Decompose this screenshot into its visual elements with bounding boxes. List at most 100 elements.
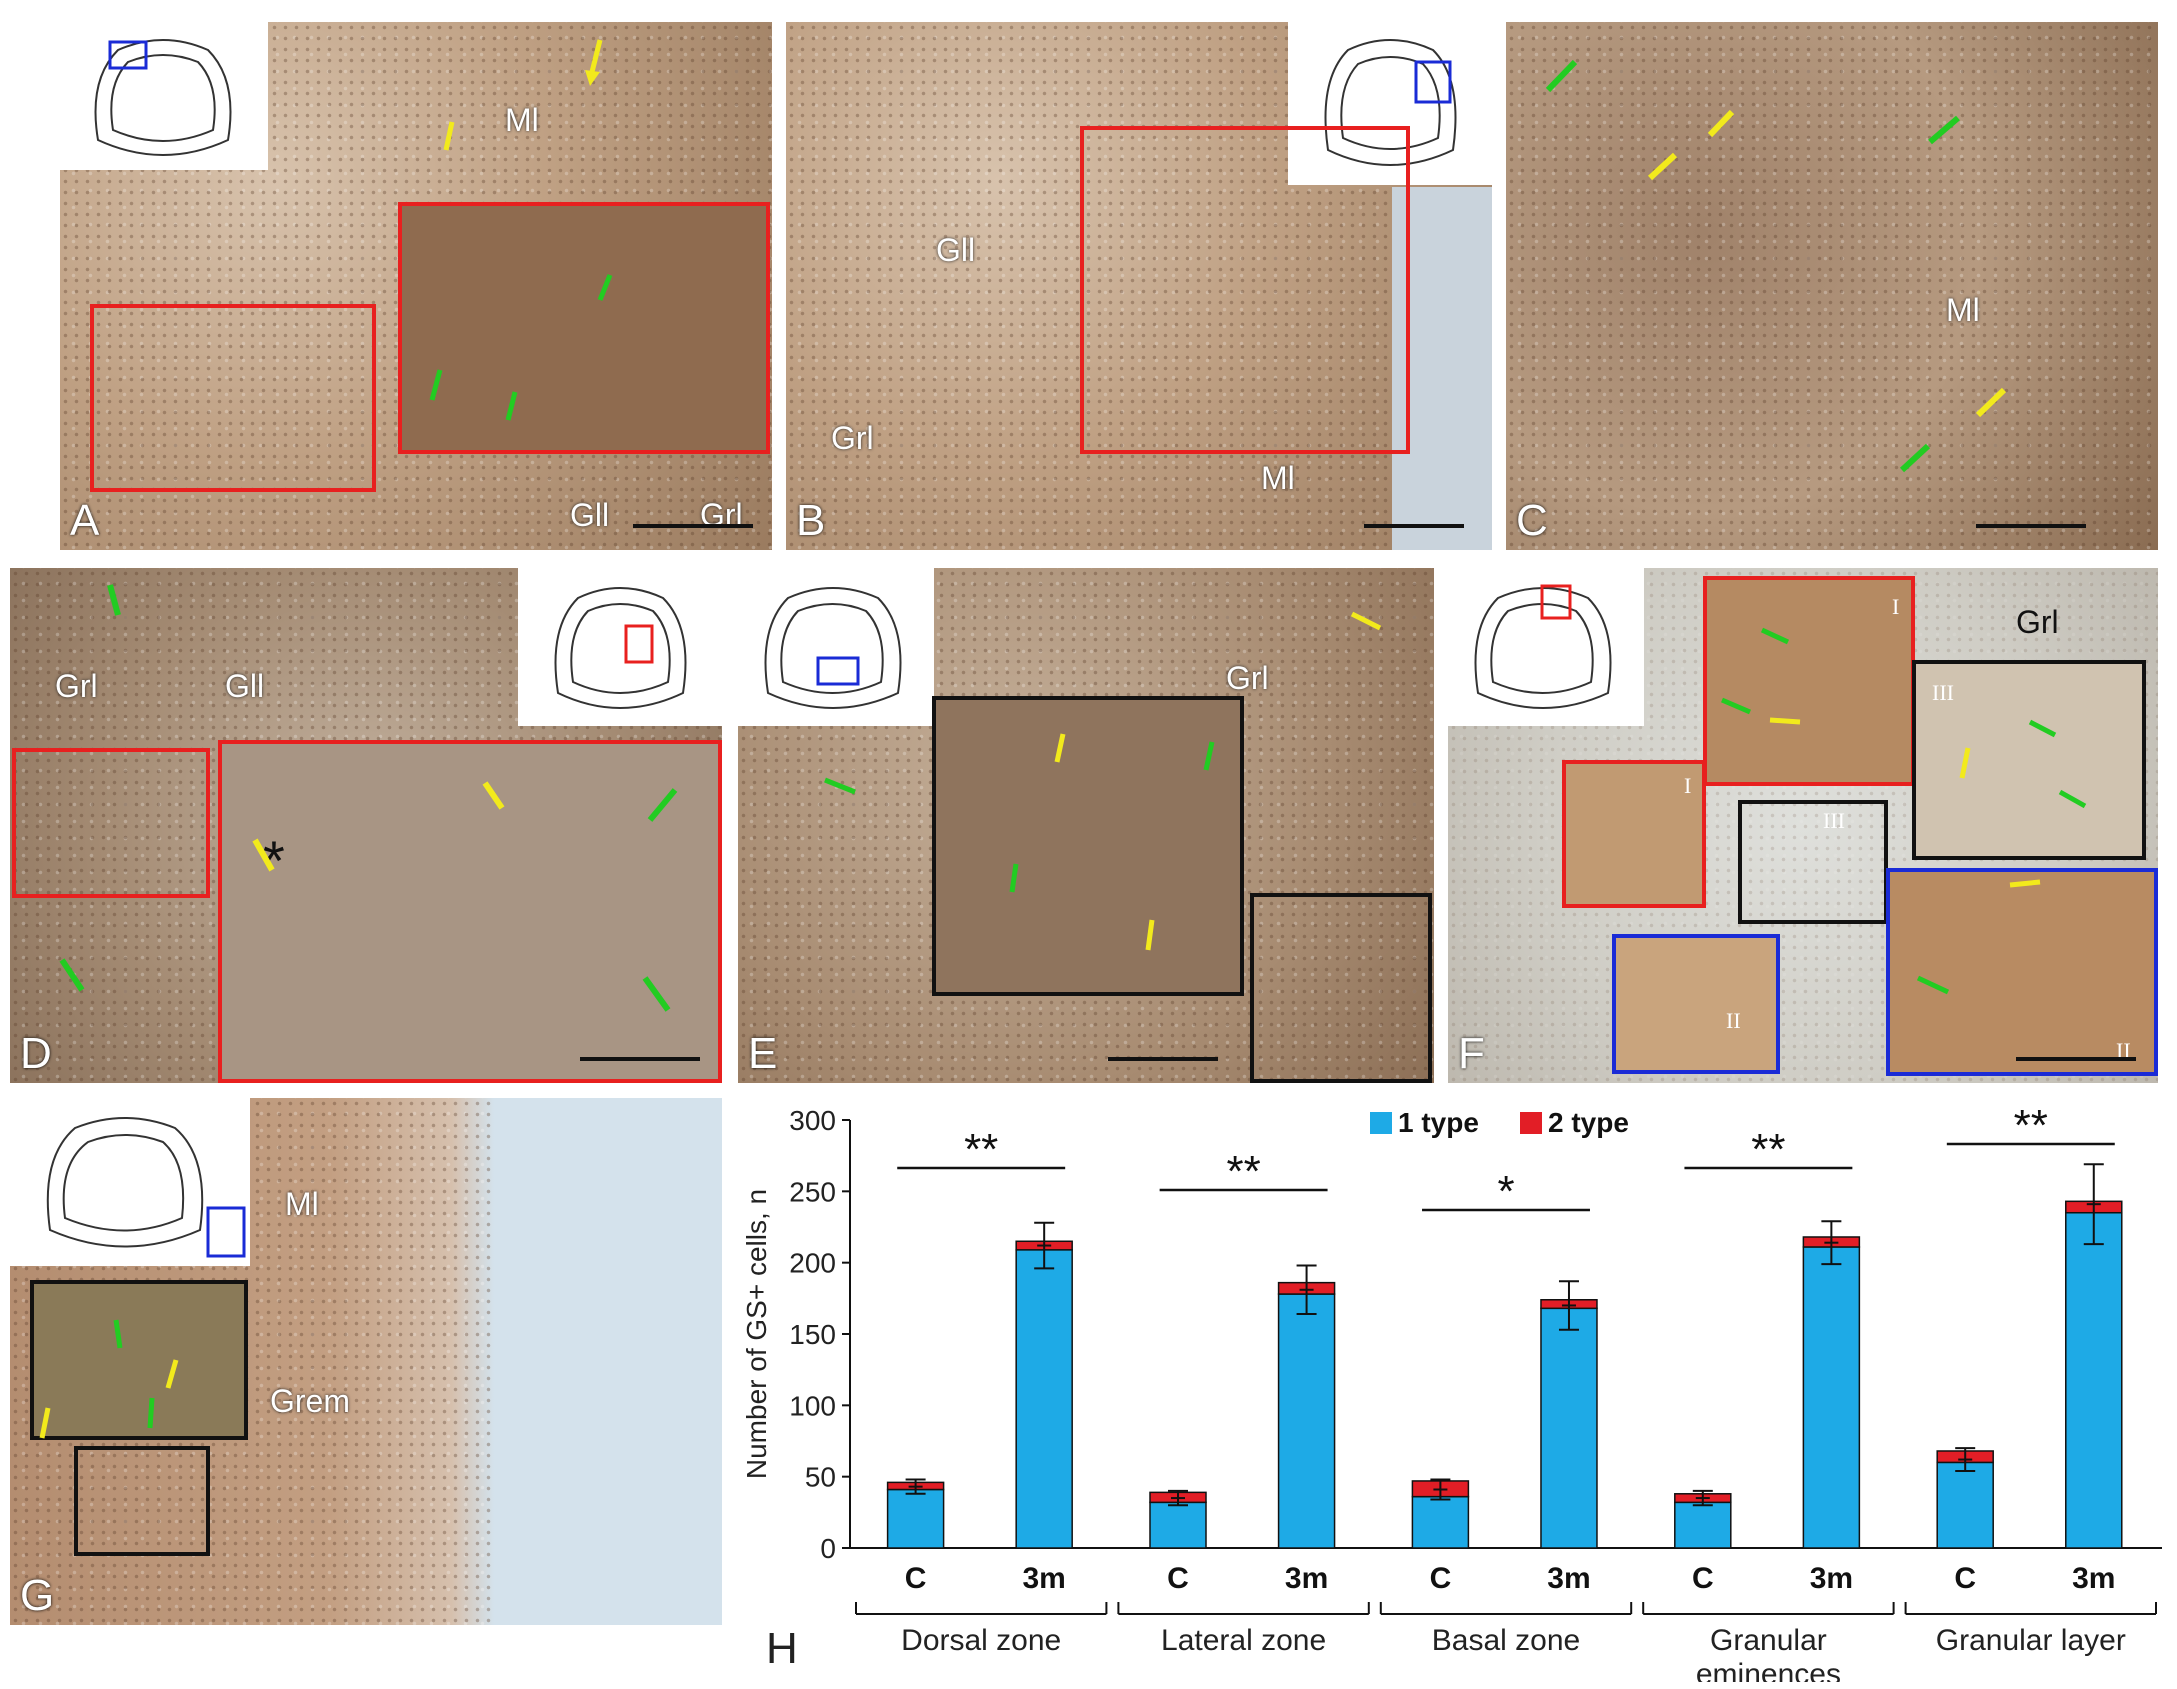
x-group-label: Dorsal zone <box>901 1624 1061 1657</box>
cord-outline-icon <box>1474 584 1612 709</box>
bar-type1 <box>1674 1501 1732 1549</box>
panel-label-g: G <box>20 1571 55 1620</box>
x-category-label: C <box>1692 1562 1714 1595</box>
roman-label-i: I <box>1684 773 1692 798</box>
y-tick-label: 300 <box>789 1105 836 1136</box>
scale-bar <box>1976 524 2086 528</box>
layer-label-gll: Gll <box>936 232 976 268</box>
red-inset-box <box>1562 760 1706 908</box>
x-group-label: eminences <box>1696 1658 1841 1682</box>
bar-chart: 0 50 100 150 200 250 300 Number of GS+ cells, n… <box>741 1101 2162 1689</box>
black-inset-box <box>1738 800 1888 924</box>
micrograph-panel-f: Grl I I III III II II F <box>1448 568 2158 1083</box>
cord-outline-icon <box>764 587 902 709</box>
micrograph-panel-g: Ml Grem G <box>10 1098 722 1625</box>
cord-outline-icon <box>46 1117 246 1258</box>
bar-type1 <box>1936 1461 1994 1549</box>
spinal-cord-schematic <box>60 22 268 170</box>
scale-bar <box>1108 1057 1218 1061</box>
panel-label-e: E <box>748 1029 778 1078</box>
y-tick-label: 150 <box>789 1319 836 1350</box>
red-enlarged-inset <box>1703 576 1915 786</box>
significance-stars: ** <box>964 1125 998 1174</box>
bar-type1 <box>1015 1249 1073 1549</box>
significance-stars: ** <box>1226 1147 1260 1196</box>
scale-bar <box>2016 1057 2136 1061</box>
x-category-label: 3m <box>2072 1562 2115 1595</box>
panel-label-c: C <box>1516 496 1548 545</box>
roman-label-ii: II <box>2116 1038 2131 1063</box>
cord-outline-icon <box>94 39 232 156</box>
panel-label-a: A <box>70 496 100 545</box>
micrograph-panel-a: Ml Gll Grl A <box>60 22 772 550</box>
panel-label-d: D <box>20 1029 52 1078</box>
y-tick-label: 250 <box>789 1176 836 1207</box>
micrograph-panel-e: Grl E <box>738 568 1434 1083</box>
bar-type1 <box>1540 1307 1598 1549</box>
roman-label-i: I <box>1892 594 1900 619</box>
black-inset-box <box>1250 893 1432 1083</box>
panel-label-b: B <box>796 496 826 545</box>
roman-label-iii: III <box>1932 680 1954 705</box>
legend-swatch-type1 <box>1370 1112 1392 1134</box>
roman-label-iii: III <box>1823 808 1845 833</box>
roman-label-ii: II <box>1726 1008 1741 1033</box>
blue-inset-box <box>1612 934 1780 1074</box>
red-inset-box <box>1080 126 1410 454</box>
layer-label-gll: Gll <box>570 497 610 533</box>
layer-label-grl: Grl <box>831 420 874 456</box>
significance-stars: * <box>1497 1167 1514 1216</box>
blue-enlarged-inset <box>1886 868 2158 1076</box>
bar-type1 <box>1149 1501 1207 1549</box>
cord-outline-icon <box>554 587 687 709</box>
x-group-label: Granular layer <box>1936 1624 2126 1657</box>
x-category-label: 3m <box>1547 1562 1590 1595</box>
spinal-cord-schematic <box>1448 568 1644 726</box>
significance-stars: ** <box>2014 1101 2048 1150</box>
x-group-label: Lateral zone <box>1161 1624 1326 1657</box>
layer-label-grem: Grem <box>270 1383 350 1419</box>
spinal-cord-schematic <box>738 568 934 726</box>
black-enlarged-inset <box>1912 660 2146 860</box>
y-tick-label: 50 <box>805 1462 836 1493</box>
layer-label-grl: Grl <box>2016 604 2059 640</box>
bar-type1 <box>1277 1293 1336 1549</box>
x-category-label: 3m <box>1285 1562 1328 1595</box>
black-enlarged-inset <box>30 1280 248 1440</box>
x-category-label: C <box>1430 1562 1452 1595</box>
micrograph-panel-d: Grl Gll * D <box>10 568 722 1083</box>
y-tick-label: 100 <box>789 1390 836 1421</box>
layer-label-gll: Gll <box>225 668 265 704</box>
layer-label-grl: Grl <box>55 668 98 704</box>
y-tick-label: 0 <box>820 1533 836 1564</box>
micrograph-panel-c: Ml C <box>1506 22 2158 550</box>
bar-type1 <box>1411 1495 1470 1549</box>
chart-panel-h: 0 50 100 150 200 250 300 Number of GS+ cells, n… <box>730 1098 2170 1689</box>
legend-label-type2: 2 type <box>1548 1107 1629 1138</box>
layer-label-ml: Ml <box>1261 460 1295 496</box>
red-enlarged-inset <box>218 740 722 1083</box>
bar-type1 <box>1802 1246 1861 1549</box>
red-enlarged-inset <box>398 202 770 454</box>
tissue-texture <box>1506 22 2158 550</box>
legend-swatch-type2 <box>1520 1112 1542 1134</box>
layer-label-ml: Ml <box>285 1186 319 1222</box>
layer-label-ml: Ml <box>505 102 539 138</box>
bar-type1 <box>886 1488 945 1549</box>
spinal-cord-schematic <box>518 568 722 726</box>
x-category-label: C <box>1167 1562 1189 1595</box>
black-enlarged-inset <box>932 696 1244 996</box>
y-tick-label: 200 <box>789 1248 836 1279</box>
x-category-label: 3m <box>1810 1562 1853 1595</box>
y-axis-label: Number of GS+ cells, n <box>741 1189 772 1479</box>
layer-label-ml: Ml <box>1946 292 1980 328</box>
bar-type1 <box>2065 1211 2123 1549</box>
x-category-label: 3m <box>1022 1562 1065 1595</box>
significance-stars: ** <box>1751 1125 1785 1174</box>
black-inset-box <box>74 1446 210 1556</box>
x-group-label: Basal zone <box>1432 1624 1580 1657</box>
spinal-cord-schematic <box>1288 22 1492 185</box>
layer-label-grl: Grl <box>1226 660 1269 696</box>
asterisk-marker: * <box>263 829 285 892</box>
x-group-label: Granular <box>1710 1624 1827 1657</box>
